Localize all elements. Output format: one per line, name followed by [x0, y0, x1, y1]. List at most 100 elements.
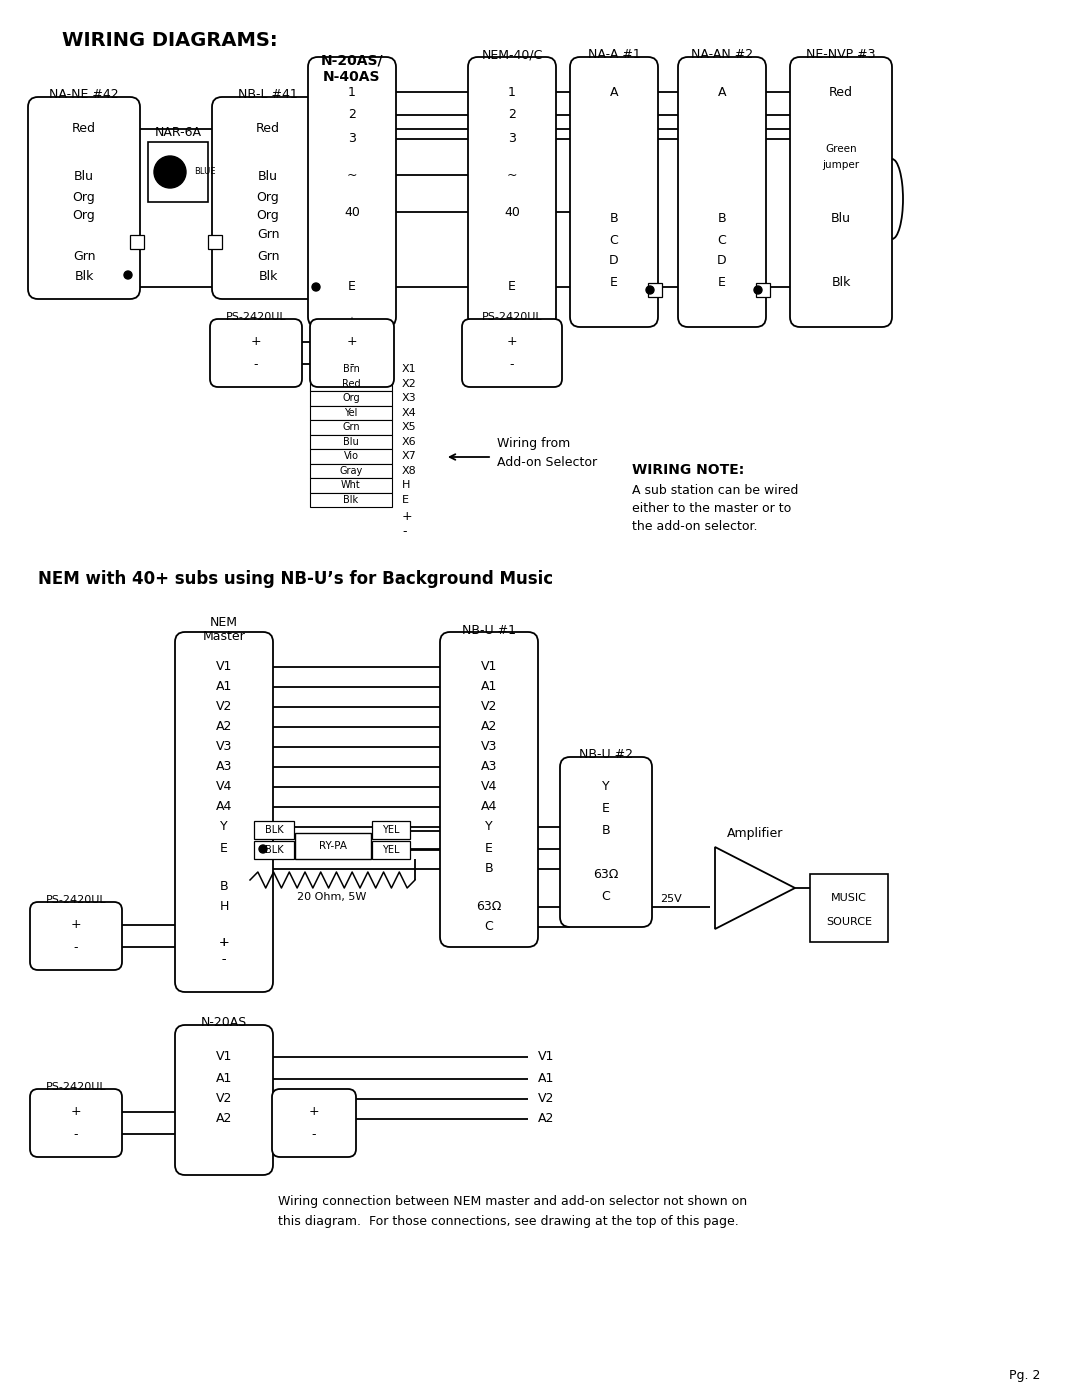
Text: E: E — [718, 275, 726, 289]
FancyBboxPatch shape — [210, 319, 302, 387]
Text: A4: A4 — [481, 800, 497, 813]
Text: -: - — [402, 525, 406, 538]
Polygon shape — [715, 847, 795, 929]
Text: A: A — [610, 85, 618, 99]
Text: Vio: Vio — [343, 451, 359, 461]
FancyBboxPatch shape — [789, 57, 892, 327]
Text: Wiring connection between NEM master and add-on selector not shown on: Wiring connection between NEM master and… — [278, 1194, 747, 1207]
Text: MUSIC: MUSIC — [832, 893, 867, 902]
Text: V1: V1 — [216, 661, 232, 673]
Text: C: C — [485, 921, 494, 933]
FancyBboxPatch shape — [272, 1090, 356, 1157]
Text: N-20AS: N-20AS — [201, 1017, 247, 1030]
Text: 1: 1 — [348, 85, 356, 99]
Text: WIRING NOTE:: WIRING NOTE: — [632, 462, 744, 476]
FancyBboxPatch shape — [462, 319, 562, 387]
Text: Amplifier: Amplifier — [727, 827, 783, 841]
Text: +: + — [251, 335, 261, 348]
Bar — [208, 235, 222, 249]
Text: +: + — [309, 1105, 320, 1118]
Text: C: C — [609, 233, 619, 246]
Bar — [648, 284, 662, 298]
Text: A1: A1 — [216, 680, 232, 693]
Text: BLUE: BLUE — [194, 168, 216, 176]
Text: V2: V2 — [216, 700, 232, 714]
Text: A: A — [718, 85, 726, 99]
Text: N-40AS: N-40AS — [323, 70, 381, 84]
Text: -: - — [350, 358, 354, 372]
Bar — [310, 448, 392, 464]
Text: jumper: jumper — [823, 161, 860, 170]
Bar — [310, 478, 392, 493]
Text: Pg. 2: Pg. 2 — [1009, 1369, 1040, 1382]
Text: A1: A1 — [216, 1073, 232, 1085]
Bar — [810, 875, 888, 942]
Text: V4: V4 — [481, 781, 497, 793]
Text: H: H — [219, 901, 229, 914]
Text: Blu: Blu — [343, 437, 359, 447]
Text: 40: 40 — [345, 205, 360, 218]
Polygon shape — [340, 317, 364, 362]
Bar — [310, 405, 392, 420]
Text: +: + — [218, 936, 229, 949]
Text: V1: V1 — [481, 661, 497, 673]
Text: +: + — [70, 1105, 81, 1118]
Text: Red: Red — [829, 85, 853, 99]
Bar — [310, 391, 392, 405]
Text: -: - — [510, 358, 514, 372]
FancyBboxPatch shape — [308, 57, 396, 327]
Text: A4: A4 — [216, 800, 232, 813]
Text: Blk: Blk — [343, 495, 359, 504]
Text: E: E — [602, 802, 610, 816]
Text: C: C — [717, 233, 727, 246]
Text: Gray: Gray — [339, 465, 363, 476]
Text: NA-NE #42: NA-NE #42 — [50, 88, 119, 102]
Text: NA-AN #2: NA-AN #2 — [691, 49, 753, 61]
FancyBboxPatch shape — [175, 1025, 273, 1175]
Text: E: E — [508, 281, 516, 293]
Text: +: + — [402, 510, 413, 524]
FancyBboxPatch shape — [28, 96, 140, 299]
Text: 40: 40 — [504, 205, 519, 218]
Text: X3: X3 — [402, 393, 417, 404]
Text: X5: X5 — [402, 422, 417, 432]
Text: YEL: YEL — [382, 826, 400, 835]
Bar — [756, 284, 770, 298]
Text: NE-NVP #3: NE-NVP #3 — [807, 49, 876, 61]
Text: E: E — [485, 842, 492, 855]
Circle shape — [154, 156, 186, 189]
Text: BLK: BLK — [265, 826, 283, 835]
Text: 63Ω: 63Ω — [593, 869, 619, 882]
Text: B: B — [219, 880, 228, 894]
Circle shape — [754, 286, 762, 293]
Bar — [310, 434, 392, 448]
Text: NEM: NEM — [210, 616, 238, 629]
Circle shape — [646, 286, 654, 293]
Text: Master: Master — [203, 630, 245, 643]
Text: E: E — [610, 275, 618, 289]
Text: 20 Ohm, 5W: 20 Ohm, 5W — [297, 893, 367, 902]
Bar — [372, 821, 410, 840]
Text: BLK: BLK — [265, 845, 283, 855]
FancyBboxPatch shape — [212, 96, 324, 299]
Text: X8: X8 — [402, 465, 417, 476]
Text: YEL: YEL — [382, 845, 400, 855]
Text: Grn: Grn — [72, 250, 95, 264]
Text: Org: Org — [72, 190, 95, 204]
Text: B: B — [485, 862, 494, 876]
Text: -: - — [221, 954, 226, 967]
Text: Blu: Blu — [258, 170, 278, 183]
Text: -: - — [254, 358, 258, 372]
Text: Add-on Selector: Add-on Selector — [497, 455, 597, 468]
FancyBboxPatch shape — [30, 902, 122, 970]
FancyBboxPatch shape — [570, 57, 658, 327]
Text: 63Ω: 63Ω — [476, 901, 502, 914]
Text: A3: A3 — [216, 760, 232, 774]
Text: Wht: Wht — [341, 481, 361, 490]
FancyBboxPatch shape — [30, 1090, 122, 1157]
Text: A1: A1 — [481, 680, 497, 693]
Text: NB-U #2: NB-U #2 — [579, 749, 633, 761]
Text: NEM-40/C: NEM-40/C — [482, 49, 542, 61]
Text: 25V: 25V — [660, 894, 681, 904]
Bar — [254, 841, 294, 859]
